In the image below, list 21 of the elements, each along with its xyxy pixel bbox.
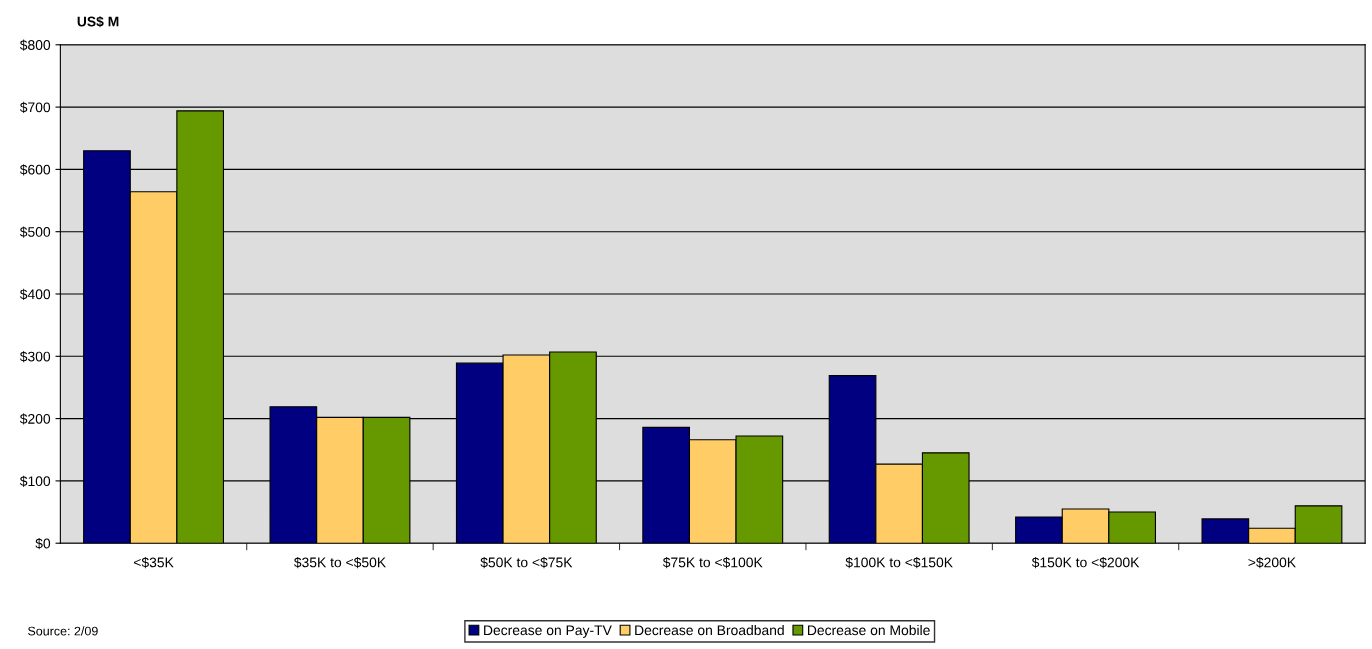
- y-tick-label: $700: [19, 101, 51, 114]
- legend-label: Decrease on Mobile: [808, 624, 930, 636]
- x-tick-label: >$200K: [1248, 556, 1296, 569]
- y-tick-label: $300: [19, 351, 51, 363]
- y-tick-label: $800: [19, 39, 51, 51]
- x-tick-label: $35K to <$50K: [293, 556, 386, 569]
- y-tick-label: $200: [19, 413, 51, 425]
- legend-label: Decrease on Broadband: [635, 624, 784, 636]
- y-axis-title: US$ M: [77, 16, 119, 28]
- source-note: Source: 2/09: [28, 626, 98, 636]
- x-tick-label: $75K to <$100K: [662, 556, 763, 569]
- y-tick-label: $100: [19, 475, 51, 487]
- y-tick-label: $500: [19, 226, 51, 238]
- legend-label: Decrease on Pay-TV: [484, 625, 612, 638]
- x-tick-label: $150K to <$200K: [1031, 556, 1140, 569]
- y-tick-label: $400: [19, 288, 51, 300]
- x-tick-label: <$35K: [133, 556, 174, 569]
- y-tick-label: $0: [35, 537, 51, 550]
- y-tick-label: $600: [19, 164, 51, 176]
- x-tick-label: $50K to <$75K: [480, 556, 573, 569]
- x-tick-label: $100K to <$150K: [845, 556, 953, 569]
